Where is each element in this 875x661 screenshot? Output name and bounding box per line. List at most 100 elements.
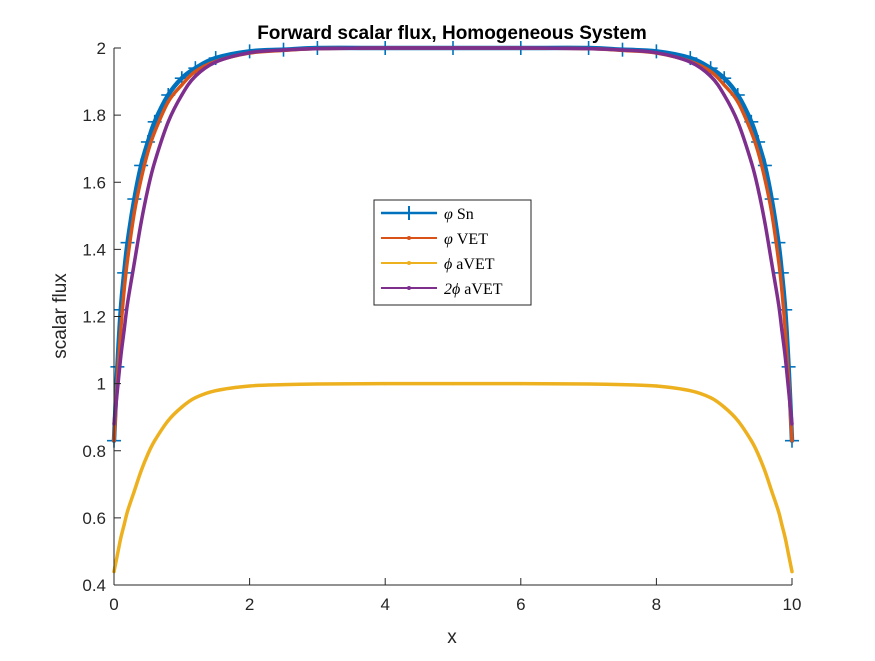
data-point <box>315 47 319 51</box>
series-4 <box>112 46 794 426</box>
data-point <box>763 469 767 473</box>
data-point <box>763 220 767 225</box>
data-point <box>756 187 760 191</box>
data-point <box>780 328 784 332</box>
data-point <box>166 100 170 104</box>
legend-symbol: φ <box>444 231 453 248</box>
plot-area <box>114 48 792 585</box>
data-point <box>122 288 126 292</box>
data-point <box>248 384 252 388</box>
data-point <box>146 187 150 191</box>
data-point <box>153 439 157 443</box>
data-point <box>383 382 387 386</box>
data-point <box>790 439 794 443</box>
data-point <box>654 384 659 388</box>
data-point <box>587 47 591 51</box>
data-point <box>139 220 143 225</box>
x-tick-label: 2 <box>245 595 254 614</box>
data-point <box>139 469 143 473</box>
data-point <box>132 261 136 265</box>
y-tick-label: 1.8 <box>82 106 106 125</box>
data-point <box>315 382 319 386</box>
data-point <box>722 93 726 97</box>
data-point <box>180 83 184 87</box>
data-point <box>125 257 130 262</box>
y-tick-label: 1.6 <box>82 173 106 192</box>
data-point <box>214 389 218 393</box>
data-point <box>115 553 119 557</box>
data-point <box>166 120 170 124</box>
data-point <box>763 177 767 181</box>
legend-symbol: φ <box>444 206 453 223</box>
data-point <box>119 536 123 540</box>
data-point <box>180 405 184 409</box>
data-point <box>709 74 713 78</box>
y-tick-label: 0.6 <box>82 509 106 528</box>
data-point <box>749 439 753 443</box>
x-tick-label: 0 <box>109 595 118 614</box>
x-axis-label: x <box>447 627 457 648</box>
data-point <box>122 328 126 332</box>
data-point <box>776 509 781 513</box>
chart-title: Forward scalar flux, Homogeneous System <box>257 23 647 44</box>
legend-symbol: 2ϕ <box>444 281 460 298</box>
data-point <box>153 130 157 134</box>
data-point <box>281 383 286 387</box>
series-layer <box>107 41 799 585</box>
data-point <box>736 100 740 104</box>
y-tick-label: 0.4 <box>82 576 106 595</box>
data-point <box>756 150 760 154</box>
series-3 <box>112 381 794 574</box>
data-point <box>787 388 791 392</box>
data-point <box>749 160 753 164</box>
legend-label: φ Sn <box>444 206 474 223</box>
data-point <box>139 177 143 181</box>
legend-label: φ VET <box>444 231 488 248</box>
legend-symbol: ϕ <box>444 256 452 273</box>
data-point <box>248 51 252 55</box>
legend-text: VET <box>453 231 488 248</box>
data-point <box>383 46 387 50</box>
x-tick-label: 4 <box>380 595 389 614</box>
axes-layer: 0 2 4 6 8 10 0.4 0.6 0.8 1 1.2 1.4 1.6 1.8 2 <box>82 39 801 614</box>
legend-item: 2ϕ aVET <box>381 281 503 298</box>
legend-marker <box>407 236 411 240</box>
data-point <box>519 382 523 386</box>
y-tick-label: 2 <box>97 39 106 58</box>
data-point <box>736 418 740 423</box>
data-point <box>780 288 784 292</box>
data-point <box>281 48 286 52</box>
data-point <box>193 69 197 74</box>
legend-label: ϕ aVET <box>444 256 495 273</box>
data-point <box>519 46 523 50</box>
data-point <box>146 452 150 456</box>
data-point <box>783 536 787 540</box>
data-point <box>722 83 726 87</box>
legend-marker <box>407 261 411 265</box>
data-point <box>790 569 794 574</box>
data-point <box>749 130 753 134</box>
legend-label: 2ϕ aVET <box>444 281 503 298</box>
data-point <box>620 383 625 387</box>
legend-item: φ VET <box>381 231 488 248</box>
data-point <box>193 74 197 78</box>
data-point <box>787 553 791 557</box>
y-tick-label: 1 <box>97 375 106 394</box>
data-point <box>770 210 774 215</box>
data-point <box>166 418 170 423</box>
data-point <box>790 422 794 426</box>
data-point <box>709 396 713 400</box>
legend-marker <box>407 286 411 290</box>
data-point <box>451 382 455 386</box>
x-tick-label: 10 <box>783 595 802 614</box>
data-point <box>125 509 130 513</box>
data-point <box>780 522 784 527</box>
data-point <box>654 51 659 55</box>
data-point <box>115 388 119 392</box>
data-point <box>180 93 184 97</box>
legend-item: ϕ aVET <box>381 256 495 273</box>
data-point <box>146 150 150 154</box>
legend-text: aVET <box>460 281 502 298</box>
